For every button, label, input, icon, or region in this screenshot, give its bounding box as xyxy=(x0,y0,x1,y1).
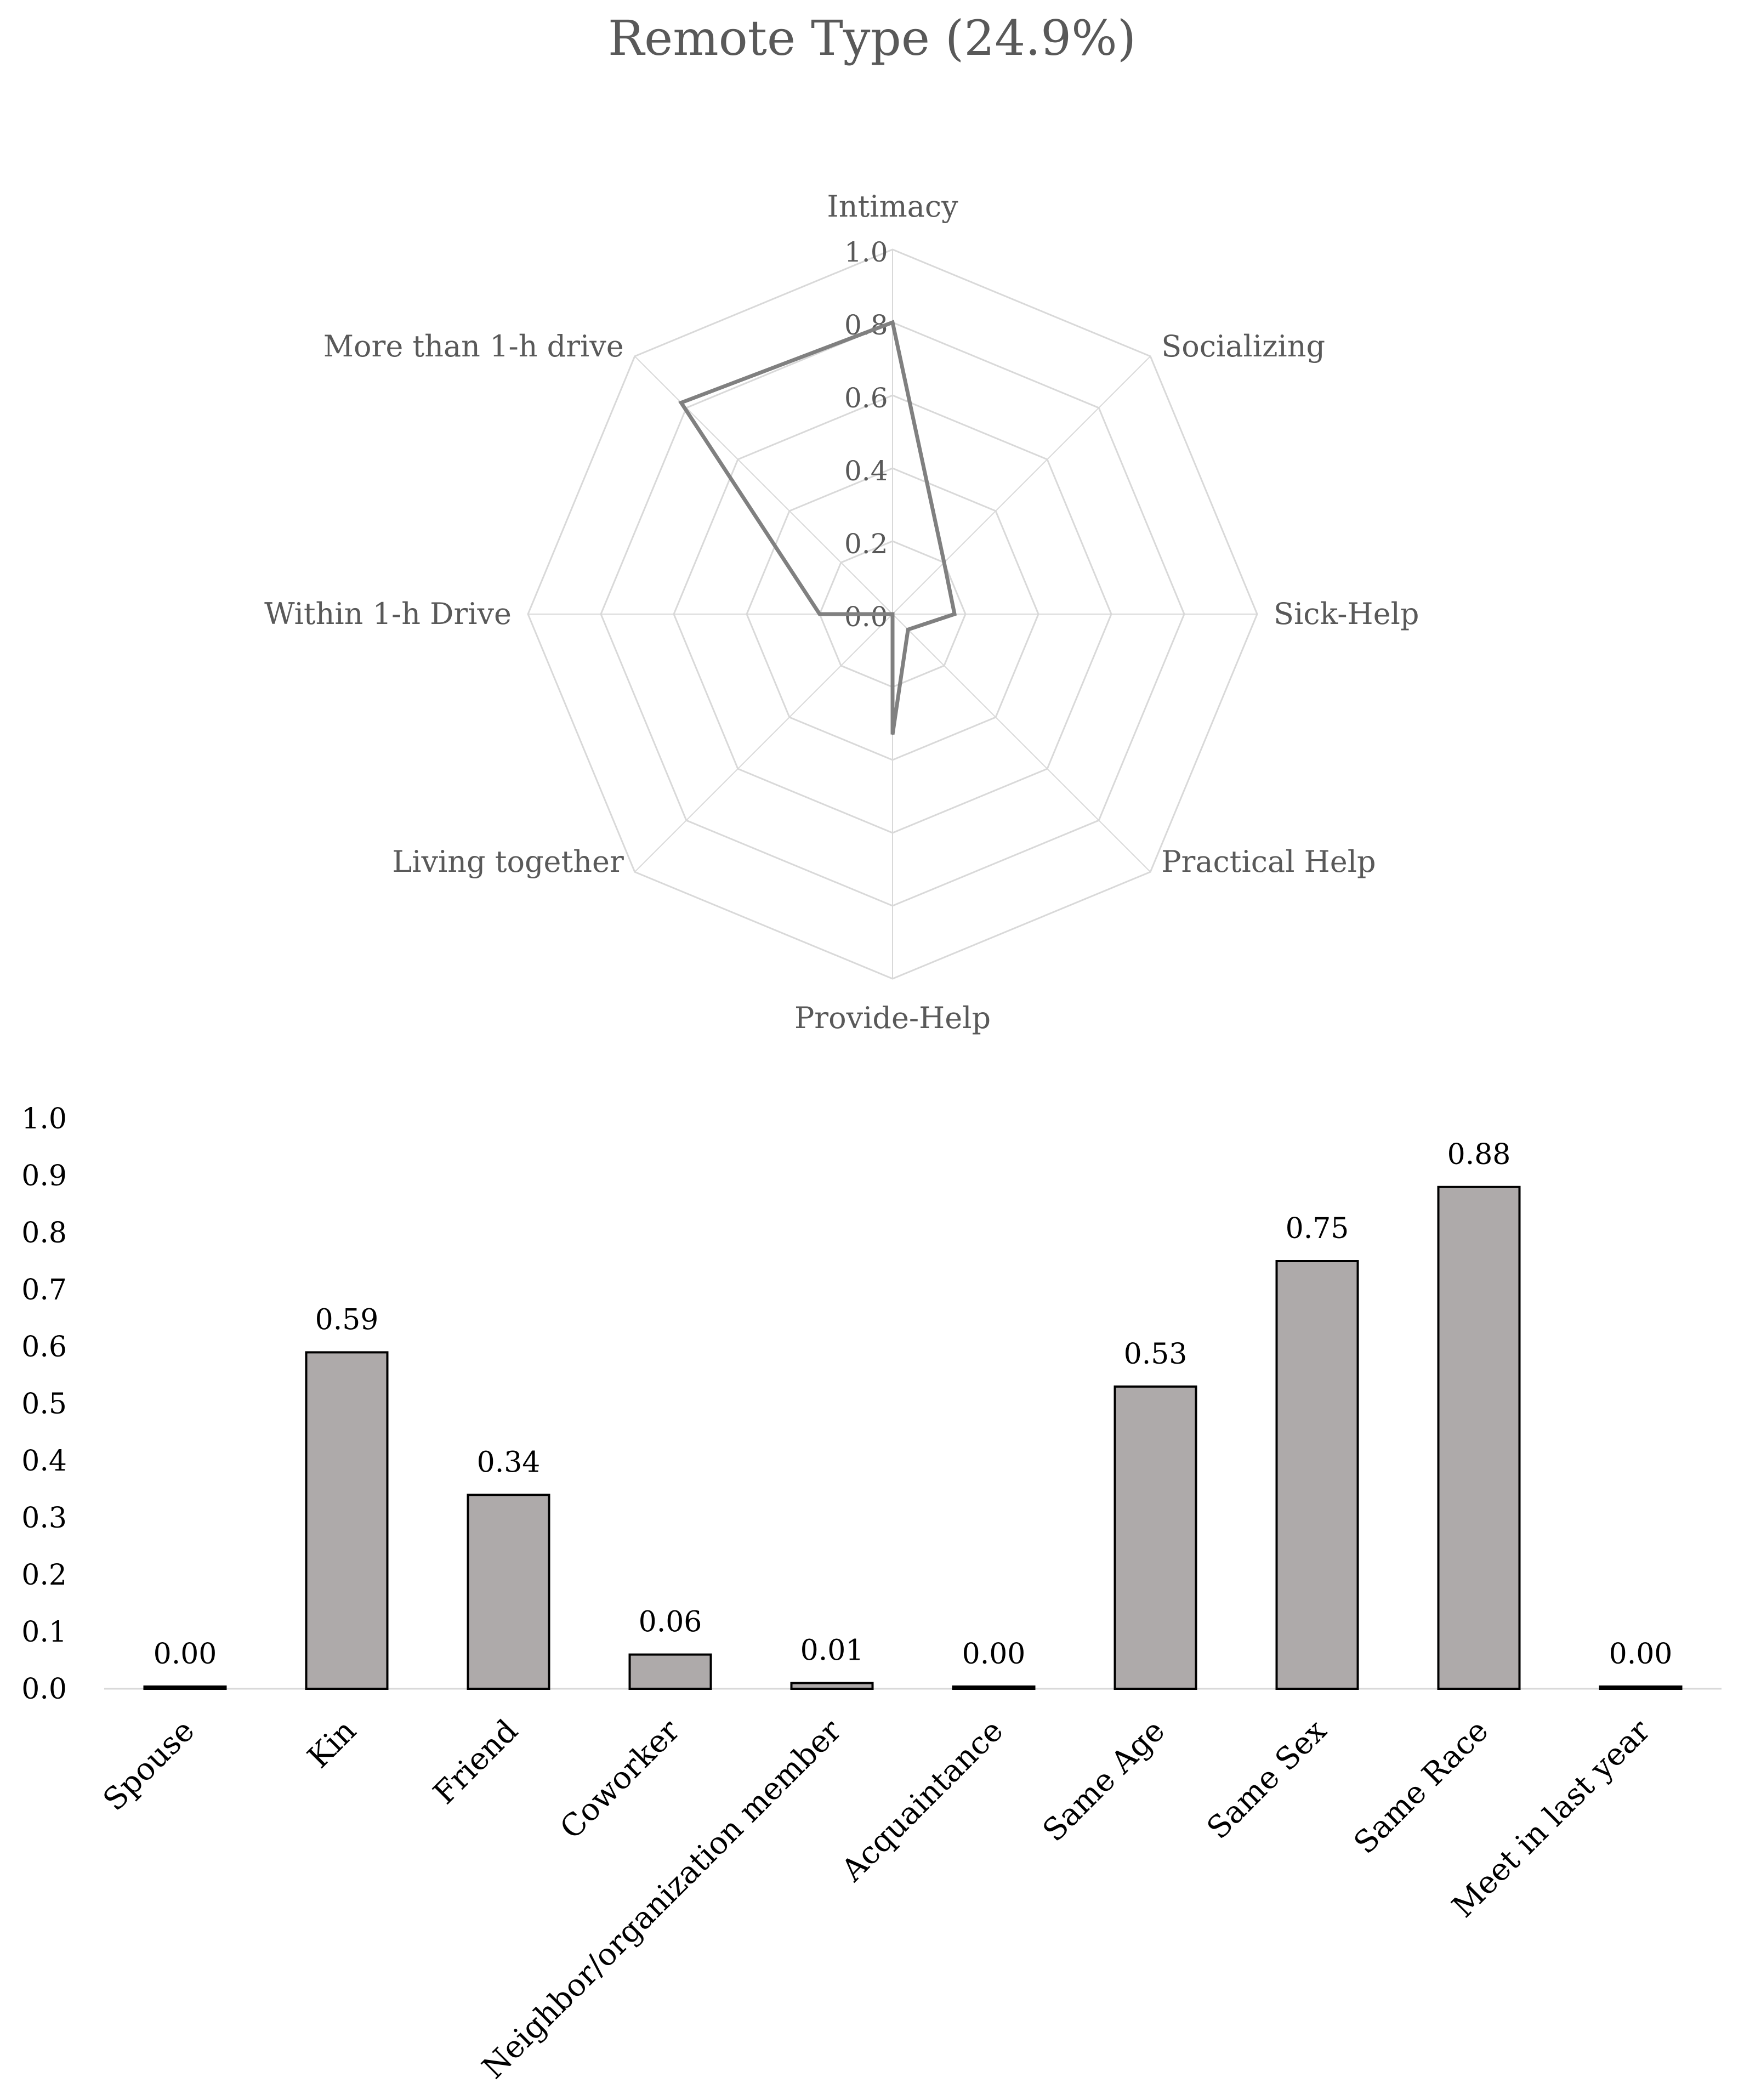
x-tick-label: Spouse xyxy=(96,1713,202,1818)
bar-data-label: 0.53 xyxy=(1124,1338,1188,1371)
radar-point xyxy=(892,734,893,735)
radar-axis-label: Sick-Help xyxy=(1274,597,1419,631)
chart-title: Remote Type (24.9%) xyxy=(607,10,1137,66)
y-tick-label: 1.0 xyxy=(21,1103,67,1136)
x-tick-label: Kin xyxy=(301,1713,363,1775)
radar-point xyxy=(954,614,956,615)
radar-tick-label: 0.6 xyxy=(844,382,888,414)
bar-data-label: 0.59 xyxy=(315,1303,379,1336)
x-tick-label: Acquaintance xyxy=(834,1713,1010,1889)
radar-point xyxy=(944,561,945,563)
radar-spoke xyxy=(892,614,1151,872)
radar-axis-labels: Intimacy Socializing Sick-Help Practical He… xyxy=(264,189,1419,1035)
y-tick-label: 0.8 xyxy=(21,1217,67,1250)
bar-series xyxy=(143,1185,1683,1690)
radar-point xyxy=(907,629,909,631)
x-tick-label: Friend xyxy=(427,1713,525,1811)
radar-tick-label: 0.2 xyxy=(844,528,888,560)
y-tick-label: 0.4 xyxy=(21,1445,67,1478)
radar-point xyxy=(892,614,893,615)
y-tick-label: 0.6 xyxy=(21,1331,67,1364)
x-tick-label: Same Race xyxy=(1347,1713,1495,1861)
bar-x-axis: Spouse Kin Friend CoworkerNeighbor/organiza… xyxy=(96,1713,1657,2086)
radar-series xyxy=(678,320,957,735)
x-tick-label: Same Sex xyxy=(1200,1713,1333,1846)
radar-tick-label: 0.4 xyxy=(844,455,888,487)
radar-axis-label: Practical Help xyxy=(1161,844,1376,879)
y-tick-label: 0.2 xyxy=(21,1559,67,1592)
x-tick-label: Same Age xyxy=(1036,1713,1172,1849)
bar xyxy=(305,1351,389,1690)
bar xyxy=(1275,1260,1359,1690)
x-tick-label: Neighbor/organization member xyxy=(475,1713,848,2086)
bar-data-label: 0.88 xyxy=(1447,1138,1511,1171)
radar-axis-label: Living together xyxy=(392,844,624,879)
bar-data-label: 0.00 xyxy=(962,1638,1026,1671)
radar-point xyxy=(819,614,820,615)
x-tick-label: Coworker xyxy=(553,1713,686,1846)
y-tick-label: 0.3 xyxy=(21,1502,67,1535)
bar xyxy=(467,1494,550,1690)
radar-spoke xyxy=(634,614,893,872)
bar-data-label: 0.34 xyxy=(477,1446,541,1479)
radar-tick-label: 0.0 xyxy=(844,601,888,633)
radar-chart: 0.00.20.40.60.81.0 IntimacySocializingSi… xyxy=(264,189,1419,1035)
bar xyxy=(143,1685,227,1690)
y-tick-label: 0.9 xyxy=(21,1160,67,1193)
bar xyxy=(1599,1685,1683,1690)
bar xyxy=(1437,1185,1521,1690)
bar-data-label: 0.01 xyxy=(800,1634,864,1667)
radar-axis-label: Within 1-h Drive xyxy=(264,597,512,631)
bar-data-label: 0.00 xyxy=(154,1638,217,1671)
y-tick-label: 0.1 xyxy=(21,1616,67,1649)
bar xyxy=(952,1685,1036,1690)
bar xyxy=(790,1682,874,1690)
radar-axis-label: Socializing xyxy=(1161,329,1325,364)
radar-point xyxy=(892,322,893,323)
radar-tick-label: 1.0 xyxy=(844,236,888,268)
y-tick-label: 0.7 xyxy=(21,1274,67,1307)
radar-tick-labels: 0.00.20.40.60.81.0 xyxy=(844,236,888,633)
radar-series-line xyxy=(678,320,957,735)
bar xyxy=(1114,1385,1197,1690)
radar-axis-label: Provide-Help xyxy=(794,1001,991,1035)
radar-spoke xyxy=(892,356,1151,615)
radar-point xyxy=(680,402,682,404)
radar-axis-label: More than 1-h drive xyxy=(323,329,624,364)
radar-axis-label: Intimacy xyxy=(827,189,958,224)
bar xyxy=(628,1653,712,1690)
bar-data-label: 0.75 xyxy=(1286,1212,1349,1245)
bar-data-label: 0.00 xyxy=(1609,1638,1673,1671)
bar-data-labels: 0.00 0.59 0.34 0.06 0.01 0.00 0.53 0.75 0.88 0.00 xyxy=(154,1138,1673,1671)
y-tick-label: 0.5 xyxy=(21,1388,67,1421)
y-tick-label: 0.0 xyxy=(21,1673,67,1706)
radar-spoke xyxy=(634,356,893,615)
bar-data-label: 0.06 xyxy=(639,1606,702,1639)
bar-chart: 0.00.10.20.30.40.50.60.70.80.91.0 0.000.… xyxy=(21,1103,1722,2086)
